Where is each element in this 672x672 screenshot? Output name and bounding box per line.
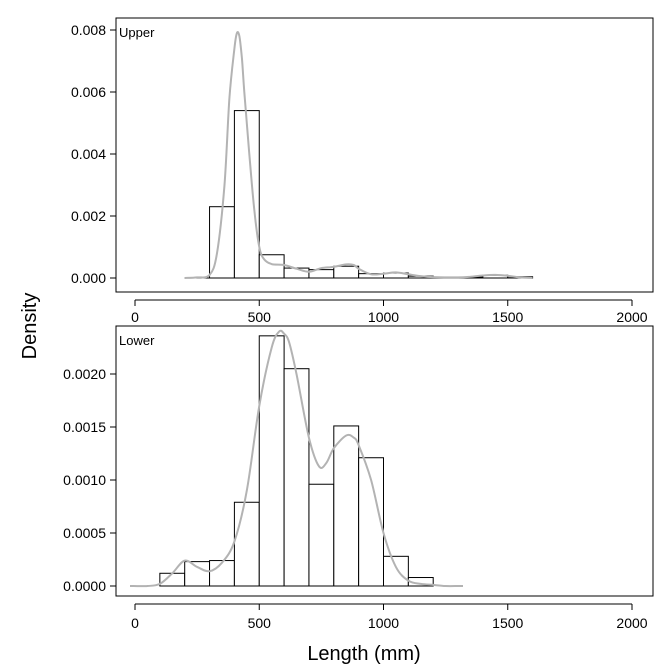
- y-tick-label: 0.008: [71, 22, 106, 38]
- panel-lower: 0.0000 0.0005 0.0010 0.0015 0.0020 0 500 1000 15…: [63, 325, 654, 631]
- histogram-bar: [159, 572, 186, 587]
- histogram-bar: [258, 335, 285, 587]
- x-tick-label: 1500: [492, 615, 523, 631]
- y-axis-title: Density: [19, 293, 41, 360]
- x-tick-label: 0: [131, 615, 139, 631]
- y-tick-label: 0.0015: [63, 419, 106, 435]
- x-tick-label: 1500: [492, 309, 523, 325]
- panel-label: Upper: [119, 25, 155, 40]
- y-tick-label: 0.002: [71, 208, 106, 224]
- histogram-bar: [383, 555, 409, 587]
- histogram-bar: [209, 560, 235, 587]
- y-tick-label: 0.0010: [63, 472, 106, 488]
- x-tick-label: 500: [248, 615, 272, 631]
- y-tick-label: 0.0000: [63, 578, 106, 594]
- x-tick-label: 0: [131, 309, 139, 325]
- histogram-bar: [333, 265, 360, 279]
- y-tick-label: 0.000: [71, 270, 106, 286]
- histogram-bar: [283, 368, 310, 587]
- plot-frame: [115, 325, 654, 597]
- histogram-bar: [233, 501, 260, 587]
- x-axis-title: Length (mm): [307, 643, 420, 665]
- histogram-bar: [333, 425, 360, 587]
- x-tick-label: 2000: [616, 615, 647, 631]
- x-tick-label: 1000: [368, 309, 399, 325]
- y-tick-label: 0.004: [71, 146, 106, 162]
- histogram-bar: [233, 110, 260, 279]
- panel-label: Lower: [119, 333, 155, 348]
- panel-upper: 0.000 0.002 0.004 0.006 0.008 0 500 1000 1500 200…: [71, 17, 654, 325]
- histogram-bar: [184, 561, 211, 587]
- density-curve: [129, 329, 463, 588]
- x-tick-label: 2000: [616, 309, 647, 325]
- histogram-bar: [308, 483, 335, 587]
- y-tick-label: 0.006: [71, 84, 106, 100]
- plot-frame: [115, 17, 654, 293]
- y-tick-label: 0.0020: [63, 366, 106, 382]
- density-curve: [184, 31, 533, 279]
- x-tick-label: 500: [248, 309, 272, 325]
- y-tick-label: 0.0005: [63, 525, 106, 541]
- x-tick-label: 1000: [368, 615, 399, 631]
